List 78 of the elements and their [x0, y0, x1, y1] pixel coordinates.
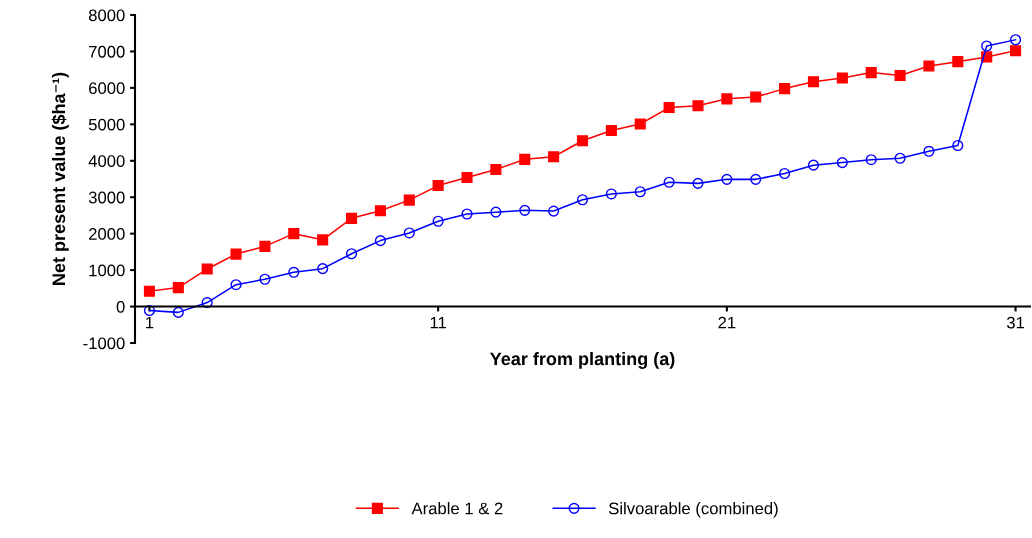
point — [865, 67, 877, 79]
point — [692, 100, 704, 112]
point — [634, 186, 646, 198]
point — [432, 180, 444, 192]
point — [519, 204, 531, 216]
point — [836, 157, 848, 169]
point — [1010, 45, 1022, 57]
x-tick-label: 21 — [718, 316, 736, 329]
point — [548, 205, 560, 217]
point — [807, 159, 820, 171]
point — [374, 235, 386, 247]
point — [230, 248, 242, 260]
point — [952, 56, 964, 68]
point — [721, 93, 733, 105]
x-tick-label: 1 — [146, 316, 154, 329]
point — [576, 194, 589, 206]
legend-label: Silvoarable (combined) — [609, 502, 778, 518]
point — [952, 139, 964, 152]
x-tick-label: 31 — [1006, 316, 1025, 329]
point — [345, 212, 358, 224]
x-axis-title: Year from planting (a) — [490, 352, 675, 369]
point — [721, 173, 733, 185]
y-tick-label: -1000 — [83, 337, 125, 350]
point — [923, 145, 935, 157]
point — [461, 208, 473, 220]
point — [345, 248, 358, 260]
y-tick-label: 4000 — [88, 155, 125, 167]
point — [172, 282, 184, 294]
point — [807, 76, 820, 88]
point — [750, 173, 762, 185]
point — [605, 188, 617, 200]
point — [750, 91, 762, 103]
point — [605, 124, 617, 137]
point — [490, 163, 502, 176]
point — [403, 194, 415, 206]
y-tick-label: 5000 — [88, 118, 125, 131]
point — [143, 285, 155, 297]
point — [1010, 34, 1022, 46]
y-tick-label: 7000 — [89, 45, 125, 58]
point — [923, 60, 935, 72]
point — [172, 306, 184, 318]
point — [634, 118, 646, 130]
legend-label: Arable 1 & 2 — [411, 502, 503, 515]
point — [663, 102, 675, 114]
point — [981, 40, 993, 52]
y-tick-label: 3000 — [88, 191, 125, 204]
point — [143, 305, 155, 317]
point — [865, 154, 877, 166]
x-tick-label: 11 — [430, 316, 446, 329]
y-axis-title: Net present value ($ha⁻¹) — [51, 72, 69, 285]
point — [317, 263, 329, 275]
point — [548, 151, 560, 163]
point — [779, 167, 791, 180]
y-tick-label: 8000 — [88, 9, 125, 22]
point — [230, 279, 242, 291]
point — [201, 263, 213, 275]
point — [663, 176, 675, 188]
point — [519, 153, 531, 165]
point — [692, 177, 704, 189]
y-tick-label: 0 — [116, 300, 125, 313]
point — [894, 152, 906, 164]
y-tick-label: 1000 — [89, 264, 125, 277]
point — [461, 171, 473, 184]
point — [432, 215, 444, 227]
point — [894, 69, 906, 82]
point — [259, 273, 271, 285]
point — [836, 72, 848, 84]
y-tick-label: 6000 — [89, 82, 125, 95]
point — [259, 240, 271, 252]
point — [288, 228, 300, 240]
point — [403, 227, 415, 239]
point — [490, 206, 502, 218]
point — [374, 205, 386, 217]
point — [288, 266, 300, 278]
point — [779, 83, 791, 95]
point — [317, 234, 329, 246]
point — [576, 135, 589, 147]
y-tick-label: 2000 — [89, 228, 125, 240]
